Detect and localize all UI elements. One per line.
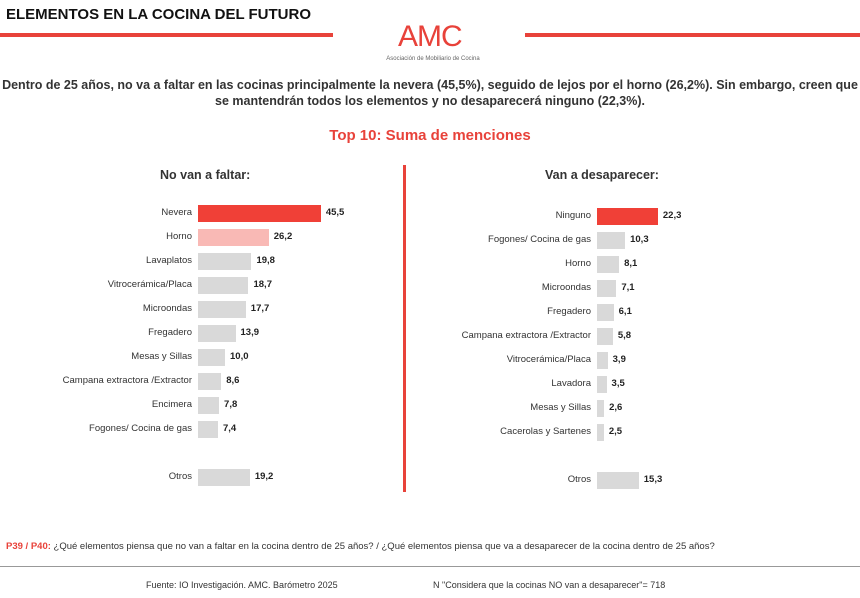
bar-label: Mesas y Sillas [530, 402, 591, 413]
value-label: 2,5 [608, 426, 623, 437]
bar [198, 301, 246, 318]
value-label: 8,1 [624, 258, 638, 269]
right-chart-title: Van a desaparecer: [545, 168, 659, 182]
bar-label: Otros [168, 471, 192, 482]
bar [198, 421, 218, 438]
bar [597, 472, 639, 489]
bar [198, 229, 269, 246]
value-label: 10,3 [630, 234, 649, 245]
left-chart-title: No van a faltar: [160, 168, 251, 182]
value-label: 3,9 [612, 354, 626, 365]
value-label: 6,1 [618, 306, 632, 317]
bar-label: Vitrocerámica/Placa [107, 279, 192, 290]
bar-label: Lavadora [551, 378, 591, 389]
bar [198, 469, 250, 486]
bar [198, 325, 236, 342]
bar-label: Encimera [151, 399, 192, 410]
value-label: 17,7 [250, 303, 270, 314]
bar-label: Campana extractora /Extractor [461, 330, 591, 341]
bar [597, 352, 608, 369]
bar-label: Fregadero [148, 327, 192, 338]
bar [597, 280, 617, 297]
bar-label: Fogones/ Cocina de gas [89, 423, 192, 434]
bar-label: Vitrocerámica/Placa [506, 354, 591, 365]
footer-rule [0, 566, 860, 567]
bar-label: Mesas y Sillas [131, 351, 192, 362]
bar-label: Lavaplatos [146, 255, 192, 266]
value-label: 18,7 [253, 279, 272, 290]
bar [597, 328, 613, 345]
page-title: ELEMENTOS EN LA COCINA DEL FUTURO [6, 6, 312, 23]
value-label: 15,3 [643, 474, 663, 485]
bar [198, 253, 252, 270]
value-label: 26,2 [273, 231, 293, 242]
value-label: 13,9 [240, 327, 260, 338]
bar-label: Otros [567, 474, 591, 485]
header-rule-left [0, 33, 333, 37]
value-label: 7,1 [621, 282, 635, 293]
value-label: 19,2 [254, 471, 274, 482]
value-label: 22,3 [662, 210, 682, 221]
value-label: 7,8 [224, 399, 238, 410]
bar [198, 373, 222, 390]
bar [597, 304, 614, 321]
bar-label: Horno [565, 258, 591, 269]
bar [597, 208, 658, 225]
bar [597, 256, 620, 273]
value-label: 7,4 [222, 423, 237, 434]
bar-label: Ninguno [555, 210, 591, 221]
bar [198, 277, 249, 294]
bar-label: Horno [166, 231, 192, 242]
footer-source: Fuente: IO Investigación. AMC. Barómetro… [146, 580, 338, 590]
header-rule-right [525, 33, 860, 37]
bar-label: Fogones/ Cocina de gas [488, 234, 591, 245]
logo-subtitle: Asociación de Mobiliario de Cocina [386, 56, 480, 62]
bar-label: Microondas [142, 303, 192, 314]
bar [597, 424, 604, 441]
footer-n: N "Considera que la cocinas NO van a des… [433, 580, 666, 590]
bar [198, 205, 321, 222]
bar-label: Fregadero [547, 306, 591, 317]
question-code: P39 / P40: [6, 541, 51, 552]
divider [403, 165, 406, 492]
question-note: P39 / P40: ¿Qué elementos piensa que no … [6, 541, 715, 552]
bar-label: Nevera [161, 207, 192, 218]
value-label: 3,5 [611, 378, 625, 389]
bar [597, 232, 626, 249]
bar-label: Microondas [541, 282, 591, 293]
value-label: 5,8 [617, 330, 632, 341]
value-label: 45,5 [325, 207, 345, 218]
question-text: ¿Qué elementos piensa que no van a falta… [50, 541, 715, 552]
bar [597, 400, 605, 417]
bar [198, 397, 220, 414]
bar [597, 376, 607, 393]
amc-logo: AMC [398, 20, 463, 53]
bar-label: Cacerolas y Sartenes [500, 426, 591, 437]
value-label: 19,8 [256, 255, 275, 266]
chart-subtitle: Top 10: Suma de menciones [329, 127, 531, 144]
bar-label: Campana extractora /Extractor [62, 375, 192, 386]
value-label: 2,6 [609, 402, 623, 413]
bar [198, 349, 225, 366]
value-label: 10,0 [230, 351, 249, 362]
value-label: 8,6 [226, 375, 240, 386]
summary-text: Dentro de 25 años, no va a faltar en las… [2, 78, 858, 108]
